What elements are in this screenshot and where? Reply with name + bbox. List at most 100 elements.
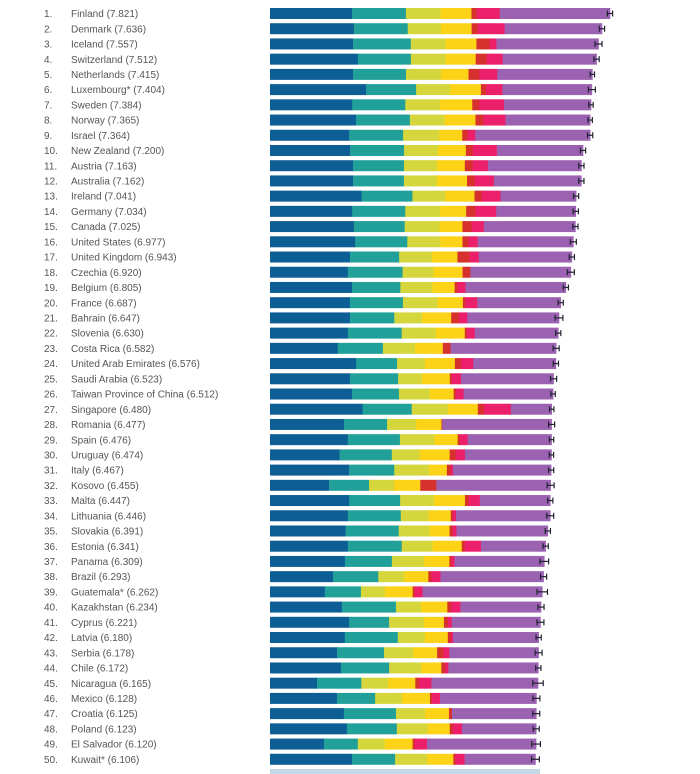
- bar-segment-dystopia-residual: [449, 647, 539, 659]
- rank-label: 42.: [44, 633, 58, 644]
- bar-segment-dystopia-residual: [504, 99, 592, 111]
- bar-segment-gdp: [270, 418, 345, 430]
- bar-segment-gdp: [270, 510, 349, 522]
- error-bar: [532, 710, 541, 717]
- bar-segment-healthy-life: [387, 418, 417, 430]
- bar-segment-social-support: [346, 723, 398, 735]
- rank-label: 48.: [44, 724, 58, 735]
- bar-segment-dystopia-residual: [450, 342, 557, 354]
- rank-label: 5.: [44, 70, 52, 81]
- bar-segment-social-support: [337, 647, 385, 659]
- error-bar: [594, 40, 603, 47]
- error-bar: [593, 56, 600, 63]
- rank-label: 31.: [44, 466, 58, 477]
- bar-segment-social-support: [349, 495, 401, 507]
- bar-row: [270, 555, 545, 567]
- bar-segment-social-support: [356, 114, 411, 126]
- error-bar: [547, 467, 555, 474]
- bar-row: [270, 434, 552, 446]
- bar-segment-healthy-life: [391, 555, 425, 567]
- bar-segment-social-support: [329, 479, 370, 491]
- bar-segment-gdp: [270, 8, 353, 19]
- bar-row: [270, 23, 603, 35]
- bar-row: [270, 449, 552, 461]
- bar-segment-generosity: [449, 373, 453, 385]
- bar-segment-dystopia-residual: [473, 358, 557, 370]
- bar-segment-gdp: [270, 540, 349, 552]
- bar-segment-corruption: [489, 38, 497, 50]
- bar-segment-dystopia-residual: [475, 129, 591, 141]
- bar-segment-freedom: [421, 601, 448, 613]
- country-label: Latvia (6.180): [71, 633, 132, 644]
- bar-segment-social-support: [366, 84, 417, 96]
- bar-segment-generosity: [457, 251, 470, 263]
- country-label: Brazil (6.293): [71, 572, 130, 583]
- bar-segment-corruption: [431, 571, 441, 583]
- bar-row: [270, 479, 551, 491]
- bar-segment-corruption: [475, 205, 497, 217]
- bar-segment-gdp: [270, 449, 340, 461]
- bar-segment-gdp: [270, 632, 346, 644]
- rank-label: 3.: [44, 40, 52, 51]
- bar-segment-dystopia-residual: [504, 23, 603, 35]
- bar-segment-social-support: [353, 221, 405, 233]
- bar-segment-dystopia-residual: [460, 601, 542, 613]
- bar-row: [270, 510, 551, 522]
- bar-segment-dystopia-residual: [440, 571, 544, 583]
- bar-segment-social-support: [347, 266, 403, 278]
- bar-segment-generosity: [449, 525, 453, 537]
- bar-row: [270, 297, 561, 309]
- bar-segment-freedom: [425, 708, 450, 720]
- country-label: Austria (7.163): [71, 161, 137, 172]
- country-label: Denmark (7.636): [71, 24, 146, 35]
- bar-segment-generosity: [480, 84, 487, 96]
- bar-segment-healthy-life: [403, 160, 438, 172]
- bar-row: [270, 692, 537, 704]
- bar-segment-freedom: [427, 723, 451, 735]
- bar-segment-gdp: [270, 129, 350, 141]
- bar-segment-healthy-life: [398, 373, 423, 385]
- bar-segment-social-support: [349, 129, 404, 141]
- bar-row: [270, 464, 552, 476]
- bar-segment-corruption: [471, 221, 485, 233]
- bar-segment-generosity: [441, 418, 443, 430]
- bar-segment-social-support: [347, 327, 403, 339]
- bar-row: [270, 342, 557, 354]
- bar-segment-freedom: [437, 160, 466, 172]
- country-label: Italy (6.467): [71, 466, 124, 477]
- bar-segment-corruption: [465, 297, 478, 309]
- bar-segment-corruption: [459, 434, 468, 446]
- country-label: United States (6.977): [71, 237, 166, 248]
- bar-segment-dystopia-residual: [464, 753, 536, 765]
- bar-segment-gdp: [270, 464, 350, 476]
- country-label: Estonia (6.341): [71, 542, 139, 553]
- bar-segment-corruption: [455, 449, 466, 461]
- bar-segment-freedom: [440, 23, 472, 35]
- bar-segment-freedom: [384, 738, 413, 750]
- bar-segment-generosity: [472, 99, 480, 111]
- bar-row: [270, 266, 572, 278]
- rank-label: 16.: [44, 237, 58, 248]
- rank-label: 24.: [44, 359, 58, 370]
- error-bar: [572, 193, 580, 200]
- bar-segment-healthy-life: [394, 312, 423, 324]
- bar-segment-generosity: [462, 297, 466, 309]
- bar-segment-freedom: [428, 510, 452, 522]
- bar-segment-healthy-life: [395, 708, 426, 720]
- bar-segment-healthy-life: [397, 632, 426, 644]
- error-bar: [572, 223, 579, 230]
- bar-segment-social-support: [343, 418, 388, 430]
- bar-segment-freedom: [432, 540, 463, 552]
- rank-label: 49.: [44, 740, 58, 751]
- bar-segment-healthy-life: [405, 8, 441, 19]
- bar-segment-dystopia-residual: [487, 160, 582, 172]
- bar-segment-dystopia-residual: [483, 221, 576, 233]
- bar-segment-dystopia-residual: [463, 388, 554, 400]
- bar-segment-social-support: [352, 753, 396, 765]
- bar-segment-generosity: [451, 312, 460, 324]
- bar-row: [270, 571, 544, 583]
- bar-row: [270, 160, 582, 172]
- bar-row: [270, 175, 582, 187]
- bar-segment-dystopia-residual: [505, 114, 591, 126]
